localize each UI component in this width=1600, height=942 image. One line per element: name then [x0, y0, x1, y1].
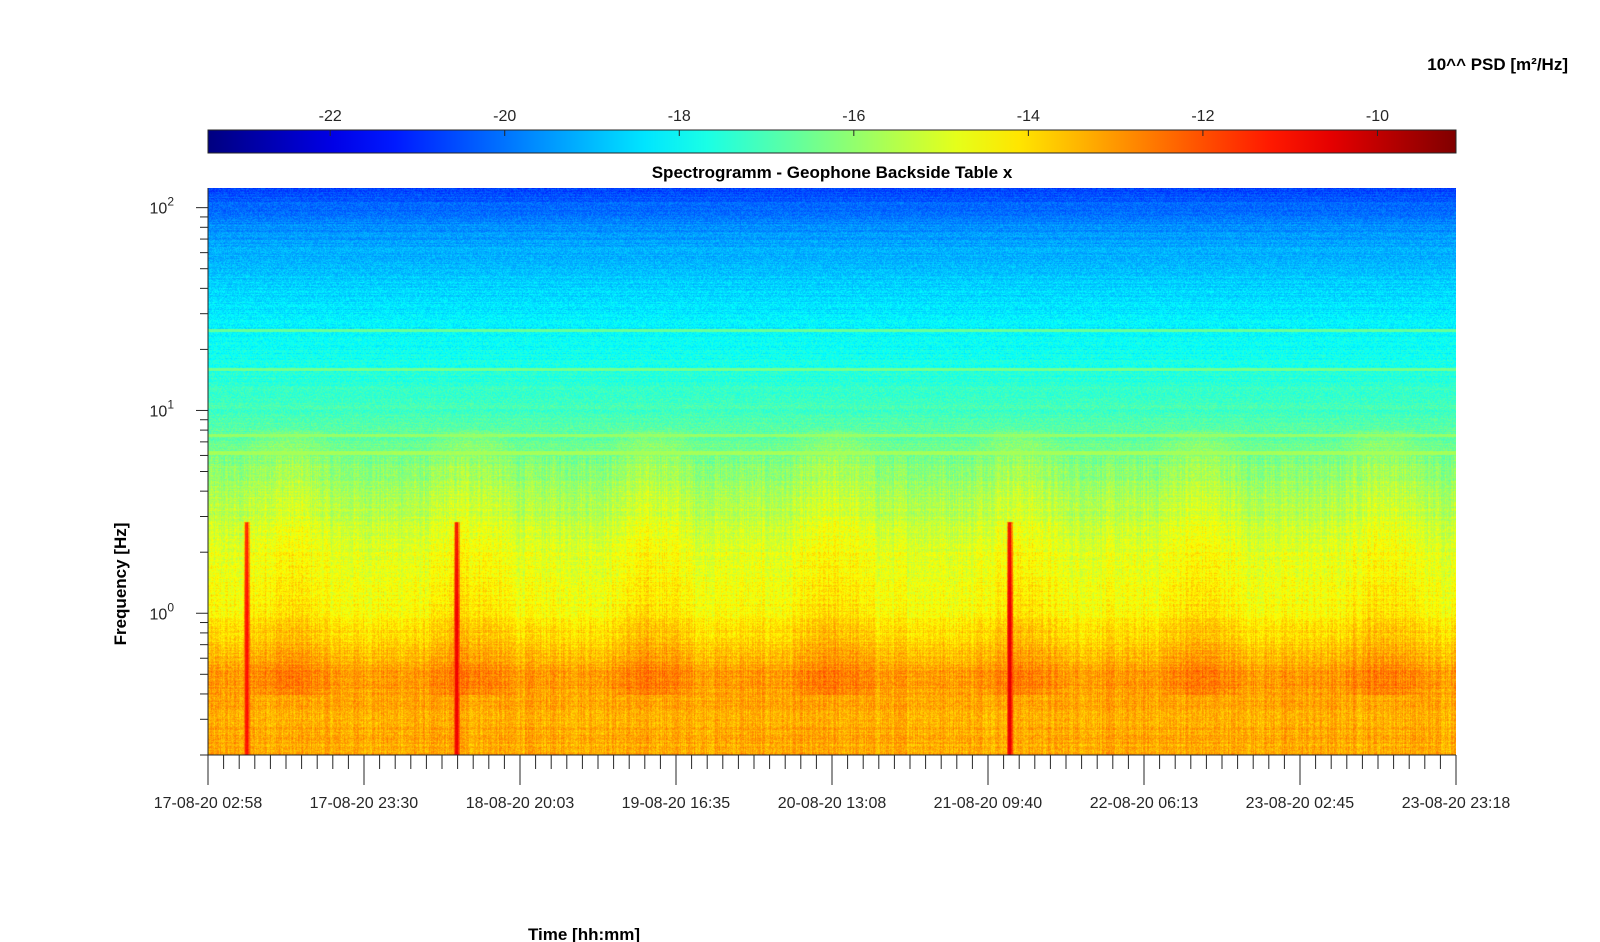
- colorbar-tick-label: -14: [1017, 108, 1040, 125]
- x-tick-label: 23-08-20 02:45: [1246, 795, 1355, 812]
- x-tick-label: 20-08-20 13:08: [778, 795, 887, 812]
- x-tick-label: 17-08-20 02:58: [154, 795, 263, 812]
- y-axis-label: Frequency [Hz]: [111, 523, 130, 646]
- colorbar-frame: [207, 129, 1457, 154]
- x-tick-label: 23-08-20 23:18: [1402, 795, 1511, 812]
- x-axis-label: Time [hh:mm]: [528, 925, 640, 942]
- colorbar-label: 10^^ PSD [m²/Hz]: [1427, 55, 1568, 74]
- x-axis: 17-08-20 02:58 17-08-20 23:30 18-08-20 20:…: [154, 754, 1511, 942]
- colorbar-tick-label: -12: [1191, 108, 1214, 125]
- x-ticks: 17-08-20 02:58 17-08-20 23:30 18-08-20 20:…: [154, 755, 1511, 812]
- colorbar-tick-label: -16: [842, 108, 865, 125]
- plot-area: [208, 188, 1456, 755]
- x-tick-label: 19-08-20 16:35: [622, 795, 731, 812]
- spectrogram-image: [208, 188, 1456, 755]
- colorbar: -22 -20 -18 -16 -14 -12 -10 10^^ PSD [m²/Hz]: [207, 55, 1568, 154]
- colorbar-tick-label: -20: [493, 108, 516, 125]
- x-tick-label: 21-08-20 09:40: [934, 795, 1043, 812]
- transient-mark: [1007, 522, 1011, 755]
- transient-mark: [454, 522, 458, 755]
- colorbar-ticks: -22 -20 -18 -16 -14 -12 -10: [319, 108, 1389, 136]
- x-tick-label: 22-08-20 06:13: [1090, 795, 1199, 812]
- colorbar-tick-label: -22: [319, 108, 342, 125]
- transient-marks: [245, 522, 1011, 755]
- colorbar-tick-label: -18: [668, 108, 691, 125]
- x-tick-label: 17-08-20 23:30: [310, 795, 419, 812]
- chart-title: Spectrogramm - Geophone Backside Table x: [652, 163, 1013, 182]
- transient-mark: [245, 522, 249, 755]
- y-tick-label: 102: [150, 195, 175, 218]
- colorbar-tick-label: -10: [1366, 108, 1389, 125]
- colorbar-fill: [208, 130, 1456, 153]
- y-axis: 100 101 102 Frequency [Hz]: [111, 188, 209, 756]
- y-tick-label: 101: [150, 397, 175, 420]
- x-tick-label: 18-08-20 20:03: [466, 795, 575, 812]
- y-tick-label: 100: [150, 600, 175, 623]
- y-ticks: 100 101 102: [150, 195, 208, 756]
